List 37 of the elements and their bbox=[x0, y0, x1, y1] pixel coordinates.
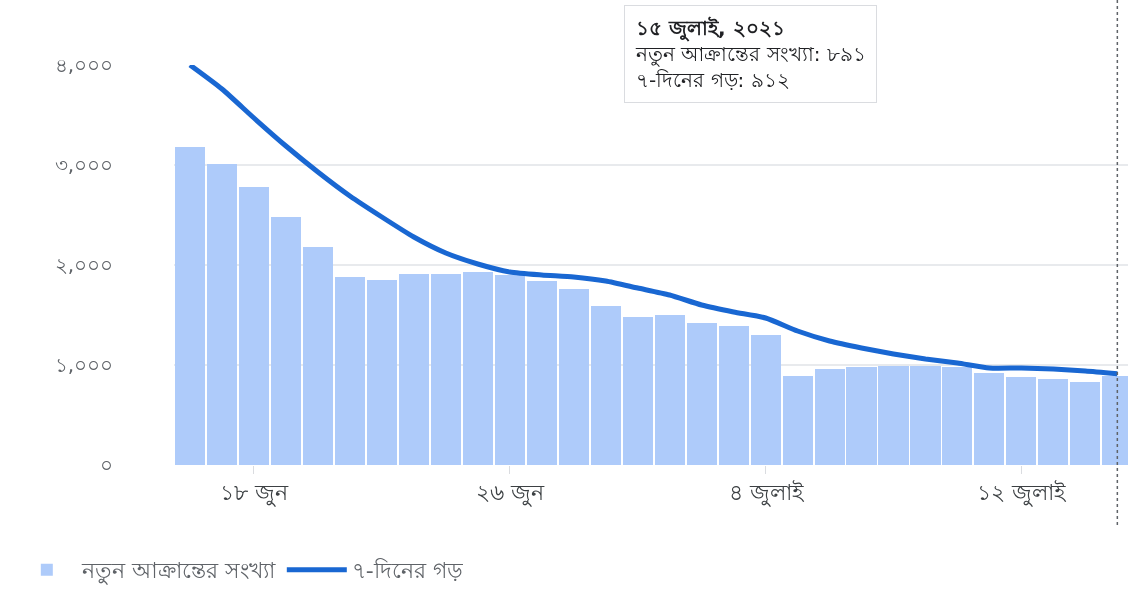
bar bbox=[207, 164, 237, 465]
text: ১৫ জুলাই, ২০২১ bbox=[636, 16, 785, 42]
x-tick-label: ৪ জুলাই bbox=[728, 480, 805, 508]
bar bbox=[335, 277, 365, 465]
bar bbox=[175, 147, 205, 465]
bar bbox=[655, 315, 685, 465]
bar bbox=[623, 317, 653, 465]
annotation: নতুন আক্রান্তের সংখ্যা: ৮৯১ bbox=[635, 42, 866, 67]
bar bbox=[783, 376, 813, 465]
bar bbox=[271, 217, 301, 465]
bar bbox=[1006, 377, 1036, 465]
x-tick-label: ২৬ জুন bbox=[475, 480, 545, 508]
y-tick-label: ২,০০০ bbox=[54, 253, 113, 277]
y-tick-label: ০ bbox=[100, 453, 113, 477]
bar bbox=[495, 275, 525, 465]
x-tick-label: ১৮ জুন bbox=[219, 480, 289, 508]
bar bbox=[399, 274, 429, 465]
bar bbox=[719, 326, 749, 465]
bar bbox=[687, 323, 717, 465]
y-tick-label: ৩,০০০ bbox=[54, 153, 113, 177]
bar bbox=[1038, 379, 1068, 465]
bar bbox=[751, 335, 781, 465]
bar bbox=[303, 247, 333, 465]
legend-label: নতুন আক্রান্তের সংখ্যা bbox=[80, 558, 276, 586]
legend-label: ৭-দিনের গড় bbox=[351, 558, 463, 584]
bar bbox=[527, 281, 557, 465]
bar bbox=[463, 272, 493, 465]
bar bbox=[367, 280, 397, 465]
y-tick-label: ৪,০০০ bbox=[54, 53, 113, 77]
bar bbox=[431, 274, 461, 465]
annotation: ৭-দিনের গড়: ৯১২ bbox=[636, 68, 790, 92]
bar bbox=[239, 187, 269, 465]
bar bbox=[559, 289, 589, 465]
x-tick-label: ১২ জুলাই bbox=[977, 480, 1068, 508]
bar bbox=[974, 373, 1004, 465]
y-tick-label: ১,০০০ bbox=[54, 353, 113, 377]
bar bbox=[591, 306, 621, 465]
